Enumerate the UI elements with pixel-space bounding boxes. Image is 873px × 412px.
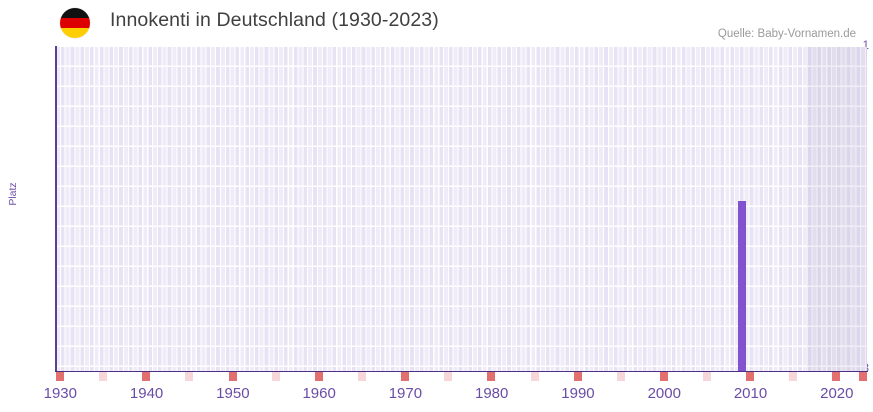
x-tick-minor (99, 372, 108, 381)
shaded-region (806, 47, 867, 371)
x-tick-major (659, 372, 668, 381)
plot-area (56, 47, 867, 371)
y-axis-tick-top: 1 (862, 40, 869, 52)
chart-title: Innokenti in Deutschland (1930-2023) (110, 9, 439, 31)
x-tick-major (832, 372, 841, 381)
x-axis-tick-label: 1950 (216, 385, 250, 402)
x-axis-tick-label: 1980 (475, 385, 509, 402)
x-tick-minor (530, 372, 539, 381)
x-tick-major (314, 372, 323, 381)
x-tick-major (573, 372, 582, 381)
chart-header: Innokenti in Deutschland (1930-2023) Que… (0, 0, 873, 46)
flag-band-red (60, 18, 90, 28)
german-flag-icon (60, 8, 90, 38)
x-axis-tick-label: 1970 (388, 385, 423, 402)
x-tick-minor (789, 372, 798, 381)
flag-band-gold (60, 28, 90, 38)
x-tick-edge (859, 372, 867, 381)
x-tick-major (746, 372, 755, 381)
data-bar (737, 200, 747, 371)
x-axis-tick-label: 2010 (733, 385, 768, 402)
x-axis-tick-label: 1930 (43, 385, 77, 402)
x-tick-major (228, 372, 237, 381)
x-tick-minor (616, 372, 625, 381)
x-tick-minor (357, 372, 366, 381)
x-axis-line (55, 370, 868, 373)
source-attribution: Quelle: Baby-Vornamen.de (717, 28, 856, 40)
x-axis-tick-label: 2020 (820, 385, 854, 402)
x-tick-edge (56, 372, 64, 381)
x-axis-tick-label: 1960 (302, 385, 336, 402)
y-axis-title: Platz (7, 182, 19, 206)
x-tick-major (401, 372, 410, 381)
x-tick-major (142, 372, 151, 381)
x-axis-tick-label: 2000 (647, 385, 681, 402)
y-axis-line (55, 46, 57, 372)
x-tick-minor (444, 372, 453, 381)
x-tick-major (487, 372, 496, 381)
x-axis-tick-label: 1940 (129, 385, 164, 402)
x-tick-minor (271, 372, 280, 381)
x-axis-tick-label: 1990 (561, 385, 595, 402)
x-tick-minor (185, 372, 194, 381)
flag-band-black (60, 8, 90, 18)
x-tick-minor (703, 372, 712, 381)
